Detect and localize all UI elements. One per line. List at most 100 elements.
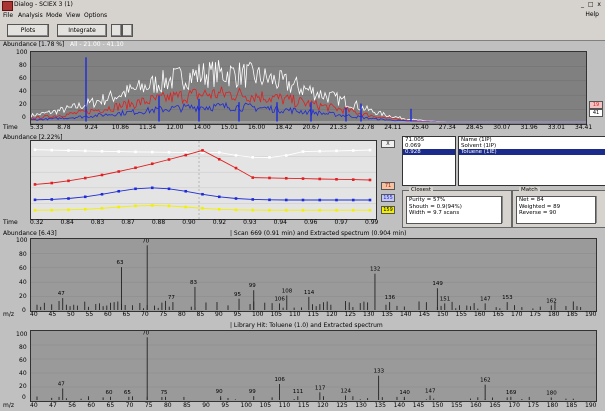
spectrum-peak-label: 99 [249, 283, 256, 289]
tic-side-value[interactable]: 41 [589, 109, 603, 117]
overlay-curve-blue [34, 187, 370, 201]
ion-list[interactable]: 71.005 0.069 0.928 [402, 136, 456, 186]
app-icon [2, 1, 13, 11]
spectrum-xtick: 175 [529, 311, 541, 318]
ion-list-item[interactable]: 0.069 [405, 143, 421, 149]
overlay-plot[interactable] [30, 140, 377, 220]
tic-side-value[interactable]: 19 [589, 101, 603, 109]
menu-view[interactable]: View [66, 12, 81, 19]
spectrum-ytick: 100 [16, 237, 28, 244]
library-ytick: 20 [19, 383, 27, 390]
spectrum-ytick: 80 [19, 251, 27, 258]
spectrum-peak-label: 70 [142, 239, 149, 244]
spectrum-xtick: 180 [548, 311, 560, 318]
overlay-close-button[interactable]: X [381, 140, 395, 148]
overlay-title: Abundance [2.22%] [3, 134, 63, 141]
library-xtick: 110 [278, 402, 291, 409]
library-peak-label: 60 [105, 390, 112, 396]
tic-xtick: 30.07 [493, 124, 511, 131]
tic-ytick: 0 [22, 114, 26, 121]
library-peak-label: 106 [274, 377, 285, 383]
spectrum-xtick: 130 [363, 311, 375, 318]
library-peak-label: 124 [341, 389, 352, 395]
library-xtick: 125 [336, 402, 348, 409]
window-controls[interactable]: _ □ x [580, 1, 602, 8]
library-peak-label: 99 [249, 389, 256, 395]
spectrum-xtick: 70 [141, 311, 149, 318]
prev-button[interactable] [111, 24, 122, 37]
overlay-xtick: 0.87 [121, 219, 135, 226]
overlay-side: X 71 155 159 [377, 140, 401, 220]
overlay-side-value[interactable]: 155 [381, 194, 395, 202]
next-button[interactable] [122, 24, 133, 37]
spectrum-xtick: 135 [381, 311, 393, 318]
menu-help[interactable]: Help [585, 11, 599, 18]
compound-list-item[interactable]: Name (1IP) [461, 137, 492, 143]
overlay-chart [31, 141, 376, 219]
library-xtick: 75 [144, 402, 153, 409]
library-xtick: 56 [68, 402, 76, 409]
spectrum-peak-label: 47 [58, 291, 65, 297]
spectrum-peak-label: 108 [282, 288, 293, 294]
tic-plot[interactable] [30, 51, 587, 125]
library-xtick: 130 [355, 402, 367, 409]
spectrum-peak-label: 162 [546, 298, 557, 304]
menu-file[interactable]: File [3, 12, 14, 19]
match-weighted: Weighted = 89 [519, 203, 561, 210]
spectrum-plot[interactable]: 47 63 70 77 83 95 99 106 108 114 132 136 149 151 147 15… [30, 238, 597, 312]
spectrum-peak-label: 114 [304, 290, 315, 296]
tic-xtick: 22.78 [357, 124, 375, 131]
ion-list-item[interactable]: 71.005 [405, 137, 425, 143]
spectrum-xtick: 65 [122, 311, 131, 318]
library-xtick: 85 [183, 402, 191, 409]
menu-mode[interactable]: Mode [46, 12, 63, 19]
integrate-button[interactable]: Integrate [57, 24, 107, 37]
spectrum-xtick: 125 [344, 311, 356, 318]
plots-button[interactable]: Plots [7, 24, 49, 37]
library-xtick: 185 [565, 402, 578, 409]
overlay-curve-yellow-point [33, 208, 37, 212]
library-xtick: 115 [297, 402, 310, 409]
spectrum-peak-label: 136 [385, 295, 396, 301]
tic-trace-white [31, 60, 586, 123]
spectrum-xtick: 185 [566, 311, 578, 318]
overlay-side-value[interactable]: 159 [381, 206, 395, 214]
menu-analysis[interactable]: Analysis [18, 12, 43, 19]
library-ytick: 80 [19, 344, 27, 351]
overlay-side-value[interactable]: 71 [381, 182, 395, 190]
spectrum-ytick: 60 [19, 265, 27, 272]
toolbar: Plots Integrate [0, 20, 605, 41]
library-peak-label: 70 [142, 331, 149, 336]
overlay-xtick: 0.32 [30, 219, 44, 226]
library-peak-label: 65 [124, 390, 131, 396]
spectrum-xtick: 105 [270, 311, 282, 318]
menu-options[interactable]: Options [84, 12, 108, 19]
spectrum-xtick: 140 [400, 311, 412, 318]
overlay-curve-red-point [33, 183, 37, 186]
ion-list-item[interactable]: 0.928 [403, 149, 455, 155]
tic-xtick: 25.40 [411, 124, 429, 131]
library-plot[interactable]: 47 60 65 70 75 90 99 106 111 117 124 133 140 147 162 16… [30, 330, 597, 402]
closest-scrollbar[interactable] [502, 196, 508, 223]
match-reverse: Reverse = 90 [519, 210, 557, 216]
tic-xtick: 5.33 [30, 124, 44, 131]
match-box: Net = 84 Weighted = 89 Reverse = 90 [516, 196, 596, 224]
overlay-xtick: 0.84 [60, 219, 74, 226]
library-peak-label: 147 [425, 389, 436, 395]
tic-xtick: 31.96 [520, 124, 538, 131]
tic-xtick: 20.67 [302, 124, 320, 131]
overlay-xtick: 0.83 [90, 219, 105, 226]
library-peak-label: 133 [374, 369, 385, 375]
compound-list-item[interactable]: Toluene (1IE) [459, 149, 605, 155]
library-xtick: 180 [546, 402, 559, 409]
tic-side: 19 41 [587, 51, 605, 123]
tic-xtick: 16.00 [248, 124, 266, 131]
tic-xtick: 21.33 [329, 124, 347, 131]
overlay-xtick: 0.90 [182, 219, 196, 226]
match-scrollbar[interactable] [596, 196, 602, 223]
spectrum-header: | Scan 669 (0.91 min) and Extracted spec… [230, 230, 407, 237]
compound-list-item[interactable]: Solvent (1IP) [461, 143, 497, 149]
library-y-axis: 100 80 60 40 20 0 [0, 330, 30, 402]
spectrum-xtick: 90 [215, 311, 223, 318]
compound-list[interactable]: Name (1IP) Solvent (1IP) Toluene (1IE) [458, 136, 605, 186]
